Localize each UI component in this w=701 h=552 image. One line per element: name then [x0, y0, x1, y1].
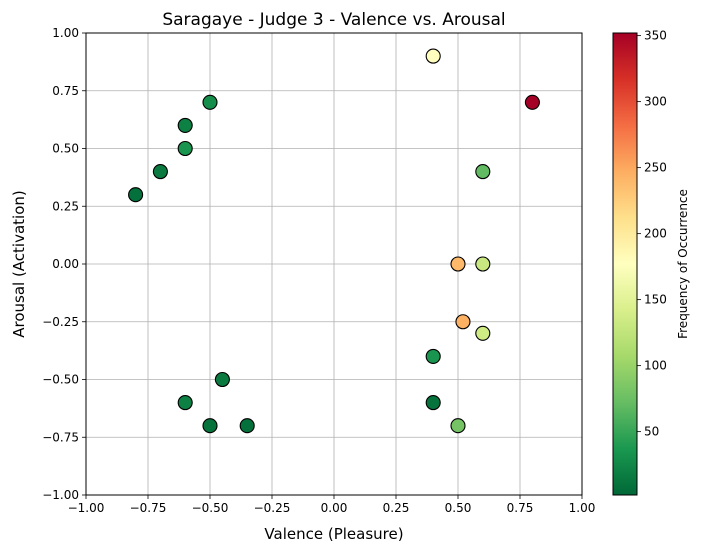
x-tick-label: −0.50 — [192, 501, 229, 515]
colorbar-tick-label: 300 — [644, 95, 667, 109]
data-point — [475, 325, 491, 341]
x-tick-label: −0.25 — [254, 501, 291, 515]
y-tick-label: 0.00 — [52, 257, 79, 271]
data-points — [128, 48, 540, 434]
data-point — [425, 348, 441, 364]
y-tick-label: −0.50 — [42, 373, 79, 387]
data-point — [425, 48, 441, 64]
y-tick-label: 0.50 — [52, 142, 79, 156]
colorbar — [612, 32, 638, 496]
data-point — [455, 314, 471, 330]
data-point — [425, 395, 441, 411]
x-tick-label: 0.50 — [445, 501, 472, 515]
data-point — [202, 418, 218, 434]
x-tick-label: −1.00 — [68, 501, 105, 515]
chart-title: Saragaye - Judge 3 - Valence vs. Arousal — [162, 10, 505, 30]
colorbar-tick-label: 350 — [644, 29, 667, 43]
data-point — [239, 418, 255, 434]
y-axis-ticks: −1.00 −0.75 −0.50 −0.25 0.00 0.25 0.50 0.75 1.00 — [42, 26, 86, 502]
data-point — [152, 164, 168, 180]
colorbar-tick-label: 150 — [644, 293, 667, 307]
x-axis-ticks: −1.00 −0.75 −0.50 −0.25 0.00 0.25 0.50 0.75 1.00 — [68, 495, 596, 515]
x-tick-label: 0.75 — [507, 501, 534, 515]
colorbar-tick-label: 250 — [644, 161, 667, 175]
data-point — [524, 94, 540, 110]
x-tick-label: −0.75 — [130, 501, 167, 515]
colorbar-tick-label: 100 — [644, 359, 667, 373]
x-tick-label: 0.00 — [321, 501, 348, 515]
colorbar-label: Frequency of Occurrence — [676, 189, 690, 339]
data-point — [177, 140, 193, 157]
data-point — [475, 164, 491, 180]
colorbar-tick-label: 200 — [644, 227, 667, 241]
data-point — [177, 395, 193, 411]
y-tick-label: 0.75 — [52, 84, 79, 98]
colorbar-tick-label: 50 — [644, 425, 659, 439]
grid-lines — [85, 32, 583, 496]
data-point — [128, 187, 144, 203]
data-point — [202, 94, 218, 110]
y-tick-label: −0.25 — [42, 315, 79, 329]
y-axis-label: Arousal (Activation) — [10, 190, 28, 338]
y-tick-label: 1.00 — [52, 26, 79, 40]
data-point — [214, 371, 230, 388]
x-tick-label: 0.25 — [383, 501, 410, 515]
colorbar-ticks: 50 100 150 200 250 300 350 — [637, 29, 667, 439]
data-point — [450, 418, 466, 434]
data-point — [177, 117, 193, 133]
data-point — [475, 256, 491, 272]
y-tick-label: 0.25 — [52, 199, 79, 213]
x-tick-label: 1.00 — [569, 501, 596, 515]
y-tick-label: −1.00 — [42, 488, 79, 502]
y-tick-label: −0.75 — [42, 430, 79, 444]
data-point — [450, 256, 466, 272]
x-axis-label: Valence (Pleasure) — [264, 525, 403, 543]
